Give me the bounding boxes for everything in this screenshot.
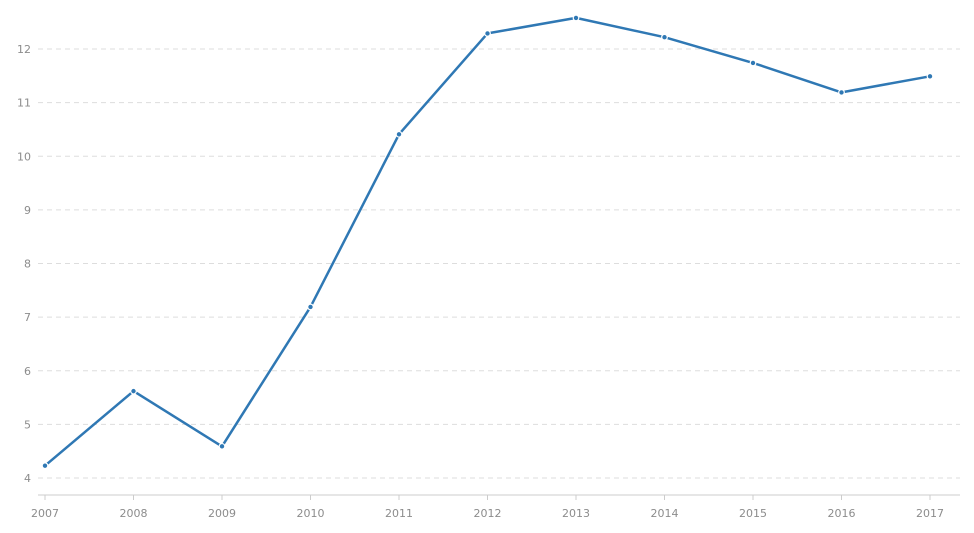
data-point-2017[interactable] — [926, 72, 934, 80]
data-point-2016[interactable] — [838, 89, 845, 96]
y-tick-label: 10 — [17, 150, 31, 163]
y-tick-label: 4 — [24, 472, 31, 485]
x-tick-label: 2014 — [651, 507, 679, 520]
data-point-2007[interactable] — [41, 462, 49, 470]
data-point-2015[interactable] — [749, 59, 757, 67]
x-tick-label: 2012 — [474, 507, 502, 520]
x-tick-label: 2010 — [297, 507, 325, 520]
x-tick-label: 2007 — [31, 507, 59, 520]
x-tick-label: 2015 — [739, 507, 767, 520]
data-point-2008[interactable] — [130, 387, 137, 395]
y-tick-label: 11 — [17, 97, 31, 110]
y-tick-label: 7 — [24, 311, 31, 324]
data-point-2012[interactable] — [484, 30, 491, 37]
x-tick-label: 2013 — [562, 507, 590, 520]
x-tick-label: 2011 — [385, 507, 413, 520]
x-tick-label: 2017 — [916, 507, 944, 520]
y-tick-label: 5 — [24, 418, 31, 431]
data-point-2014[interactable] — [661, 33, 668, 41]
x-tick-label: 2016 — [828, 507, 856, 520]
axes: 4 5 6 7 8 9 10 11 12 2007 2008 2009 2010 2011 2012 2013… — [17, 43, 960, 520]
y-tick-label: 12 — [17, 43, 31, 56]
data-point-2009[interactable] — [218, 442, 226, 450]
series-group — [41, 14, 934, 470]
x-tick-label: 2009 — [208, 507, 236, 520]
gridlines — [38, 48, 960, 479]
y-tick-label: 9 — [24, 204, 31, 217]
series-line — [43, 16, 932, 467]
data-point-2010[interactable] — [307, 303, 314, 311]
data-point-2011[interactable] — [395, 130, 403, 138]
x-tick-label: 2008 — [120, 507, 148, 520]
y-tick-label: 8 — [24, 258, 31, 271]
y-tick-label: 6 — [24, 365, 31, 378]
data-point-2013[interactable] — [572, 14, 580, 22]
